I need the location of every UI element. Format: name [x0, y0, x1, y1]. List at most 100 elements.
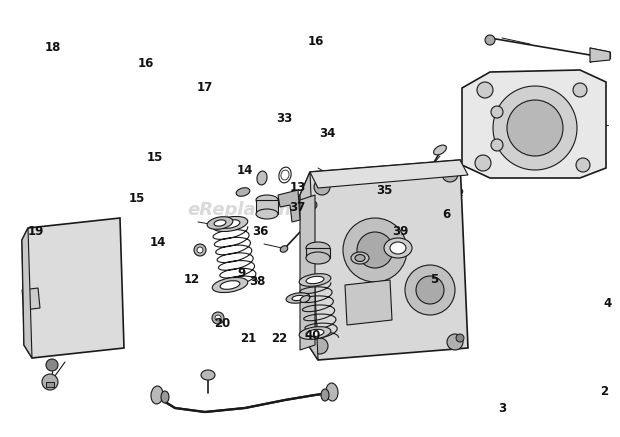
Ellipse shape	[201, 370, 215, 380]
Text: 33: 33	[276, 112, 292, 125]
Text: 13: 13	[290, 181, 306, 194]
Circle shape	[405, 265, 455, 315]
Text: 40: 40	[305, 329, 321, 342]
Circle shape	[309, 201, 317, 209]
Circle shape	[309, 321, 317, 329]
Text: 17: 17	[197, 81, 213, 94]
Text: 39: 39	[392, 225, 408, 238]
Polygon shape	[590, 48, 610, 62]
Ellipse shape	[207, 217, 233, 229]
Ellipse shape	[256, 195, 278, 205]
Text: 4: 4	[603, 297, 612, 310]
Polygon shape	[22, 228, 32, 358]
Text: 16: 16	[138, 57, 154, 70]
Ellipse shape	[384, 238, 412, 258]
Polygon shape	[310, 160, 468, 188]
Text: 35: 35	[376, 184, 392, 197]
Circle shape	[491, 106, 503, 118]
Circle shape	[491, 139, 503, 151]
Circle shape	[194, 244, 206, 256]
Circle shape	[576, 158, 590, 172]
Text: 20: 20	[214, 317, 230, 330]
Circle shape	[485, 35, 495, 45]
Circle shape	[312, 338, 328, 354]
Ellipse shape	[236, 188, 250, 196]
Ellipse shape	[292, 295, 304, 301]
Circle shape	[343, 218, 407, 282]
Ellipse shape	[326, 383, 338, 401]
Polygon shape	[300, 160, 468, 360]
Circle shape	[477, 82, 493, 98]
Ellipse shape	[220, 281, 240, 289]
Circle shape	[456, 334, 464, 342]
Ellipse shape	[390, 242, 406, 254]
Bar	[256, 200, 278, 214]
Circle shape	[197, 247, 203, 253]
Polygon shape	[462, 70, 606, 178]
Text: 14: 14	[237, 164, 253, 177]
Text: 14: 14	[150, 236, 166, 249]
Ellipse shape	[306, 252, 330, 264]
Circle shape	[442, 166, 458, 182]
Text: 12: 12	[184, 273, 200, 286]
Ellipse shape	[433, 145, 446, 155]
Text: 21: 21	[240, 332, 256, 345]
Circle shape	[416, 276, 444, 304]
Ellipse shape	[212, 277, 248, 292]
Text: 36: 36	[252, 225, 268, 238]
Ellipse shape	[257, 171, 267, 185]
Ellipse shape	[280, 246, 288, 252]
Circle shape	[212, 312, 224, 324]
Ellipse shape	[286, 293, 310, 303]
Ellipse shape	[299, 326, 331, 340]
Text: 5: 5	[430, 273, 438, 286]
Circle shape	[507, 100, 563, 156]
Ellipse shape	[321, 389, 329, 401]
Text: 22: 22	[271, 332, 287, 345]
Circle shape	[493, 86, 577, 170]
Ellipse shape	[351, 252, 369, 264]
Ellipse shape	[355, 254, 365, 261]
Ellipse shape	[306, 329, 324, 336]
Polygon shape	[22, 288, 40, 310]
Text: 6: 6	[442, 208, 451, 221]
Text: 2: 2	[600, 385, 609, 398]
Bar	[306, 248, 330, 258]
Ellipse shape	[299, 274, 331, 286]
Ellipse shape	[256, 209, 278, 219]
Ellipse shape	[220, 220, 240, 228]
Polygon shape	[345, 280, 392, 325]
Circle shape	[447, 334, 463, 350]
Ellipse shape	[214, 220, 226, 226]
Text: 38: 38	[249, 275, 265, 288]
Ellipse shape	[212, 216, 248, 232]
Ellipse shape	[306, 276, 324, 284]
Polygon shape	[278, 190, 300, 222]
Ellipse shape	[151, 386, 163, 404]
Circle shape	[46, 359, 58, 371]
Circle shape	[215, 315, 221, 321]
Circle shape	[573, 83, 587, 97]
Ellipse shape	[300, 295, 310, 302]
Text: 15: 15	[128, 192, 144, 205]
Ellipse shape	[161, 391, 169, 403]
Circle shape	[42, 374, 58, 390]
Text: 3: 3	[498, 402, 507, 415]
Ellipse shape	[306, 242, 330, 254]
Polygon shape	[300, 195, 315, 350]
Circle shape	[357, 232, 393, 268]
Text: 34: 34	[319, 127, 335, 140]
Text: 19: 19	[28, 225, 44, 238]
Text: 18: 18	[45, 41, 61, 54]
Text: 37: 37	[290, 201, 306, 214]
Circle shape	[456, 166, 464, 174]
Circle shape	[314, 179, 330, 195]
Text: 15: 15	[147, 151, 163, 164]
Text: eReplacementParts.com: eReplacementParts.com	[187, 201, 433, 219]
Text: 9: 9	[237, 267, 246, 280]
Polygon shape	[22, 218, 124, 358]
Bar	[46, 382, 54, 387]
Ellipse shape	[450, 188, 463, 198]
Polygon shape	[300, 172, 318, 360]
Text: 16: 16	[308, 35, 324, 48]
